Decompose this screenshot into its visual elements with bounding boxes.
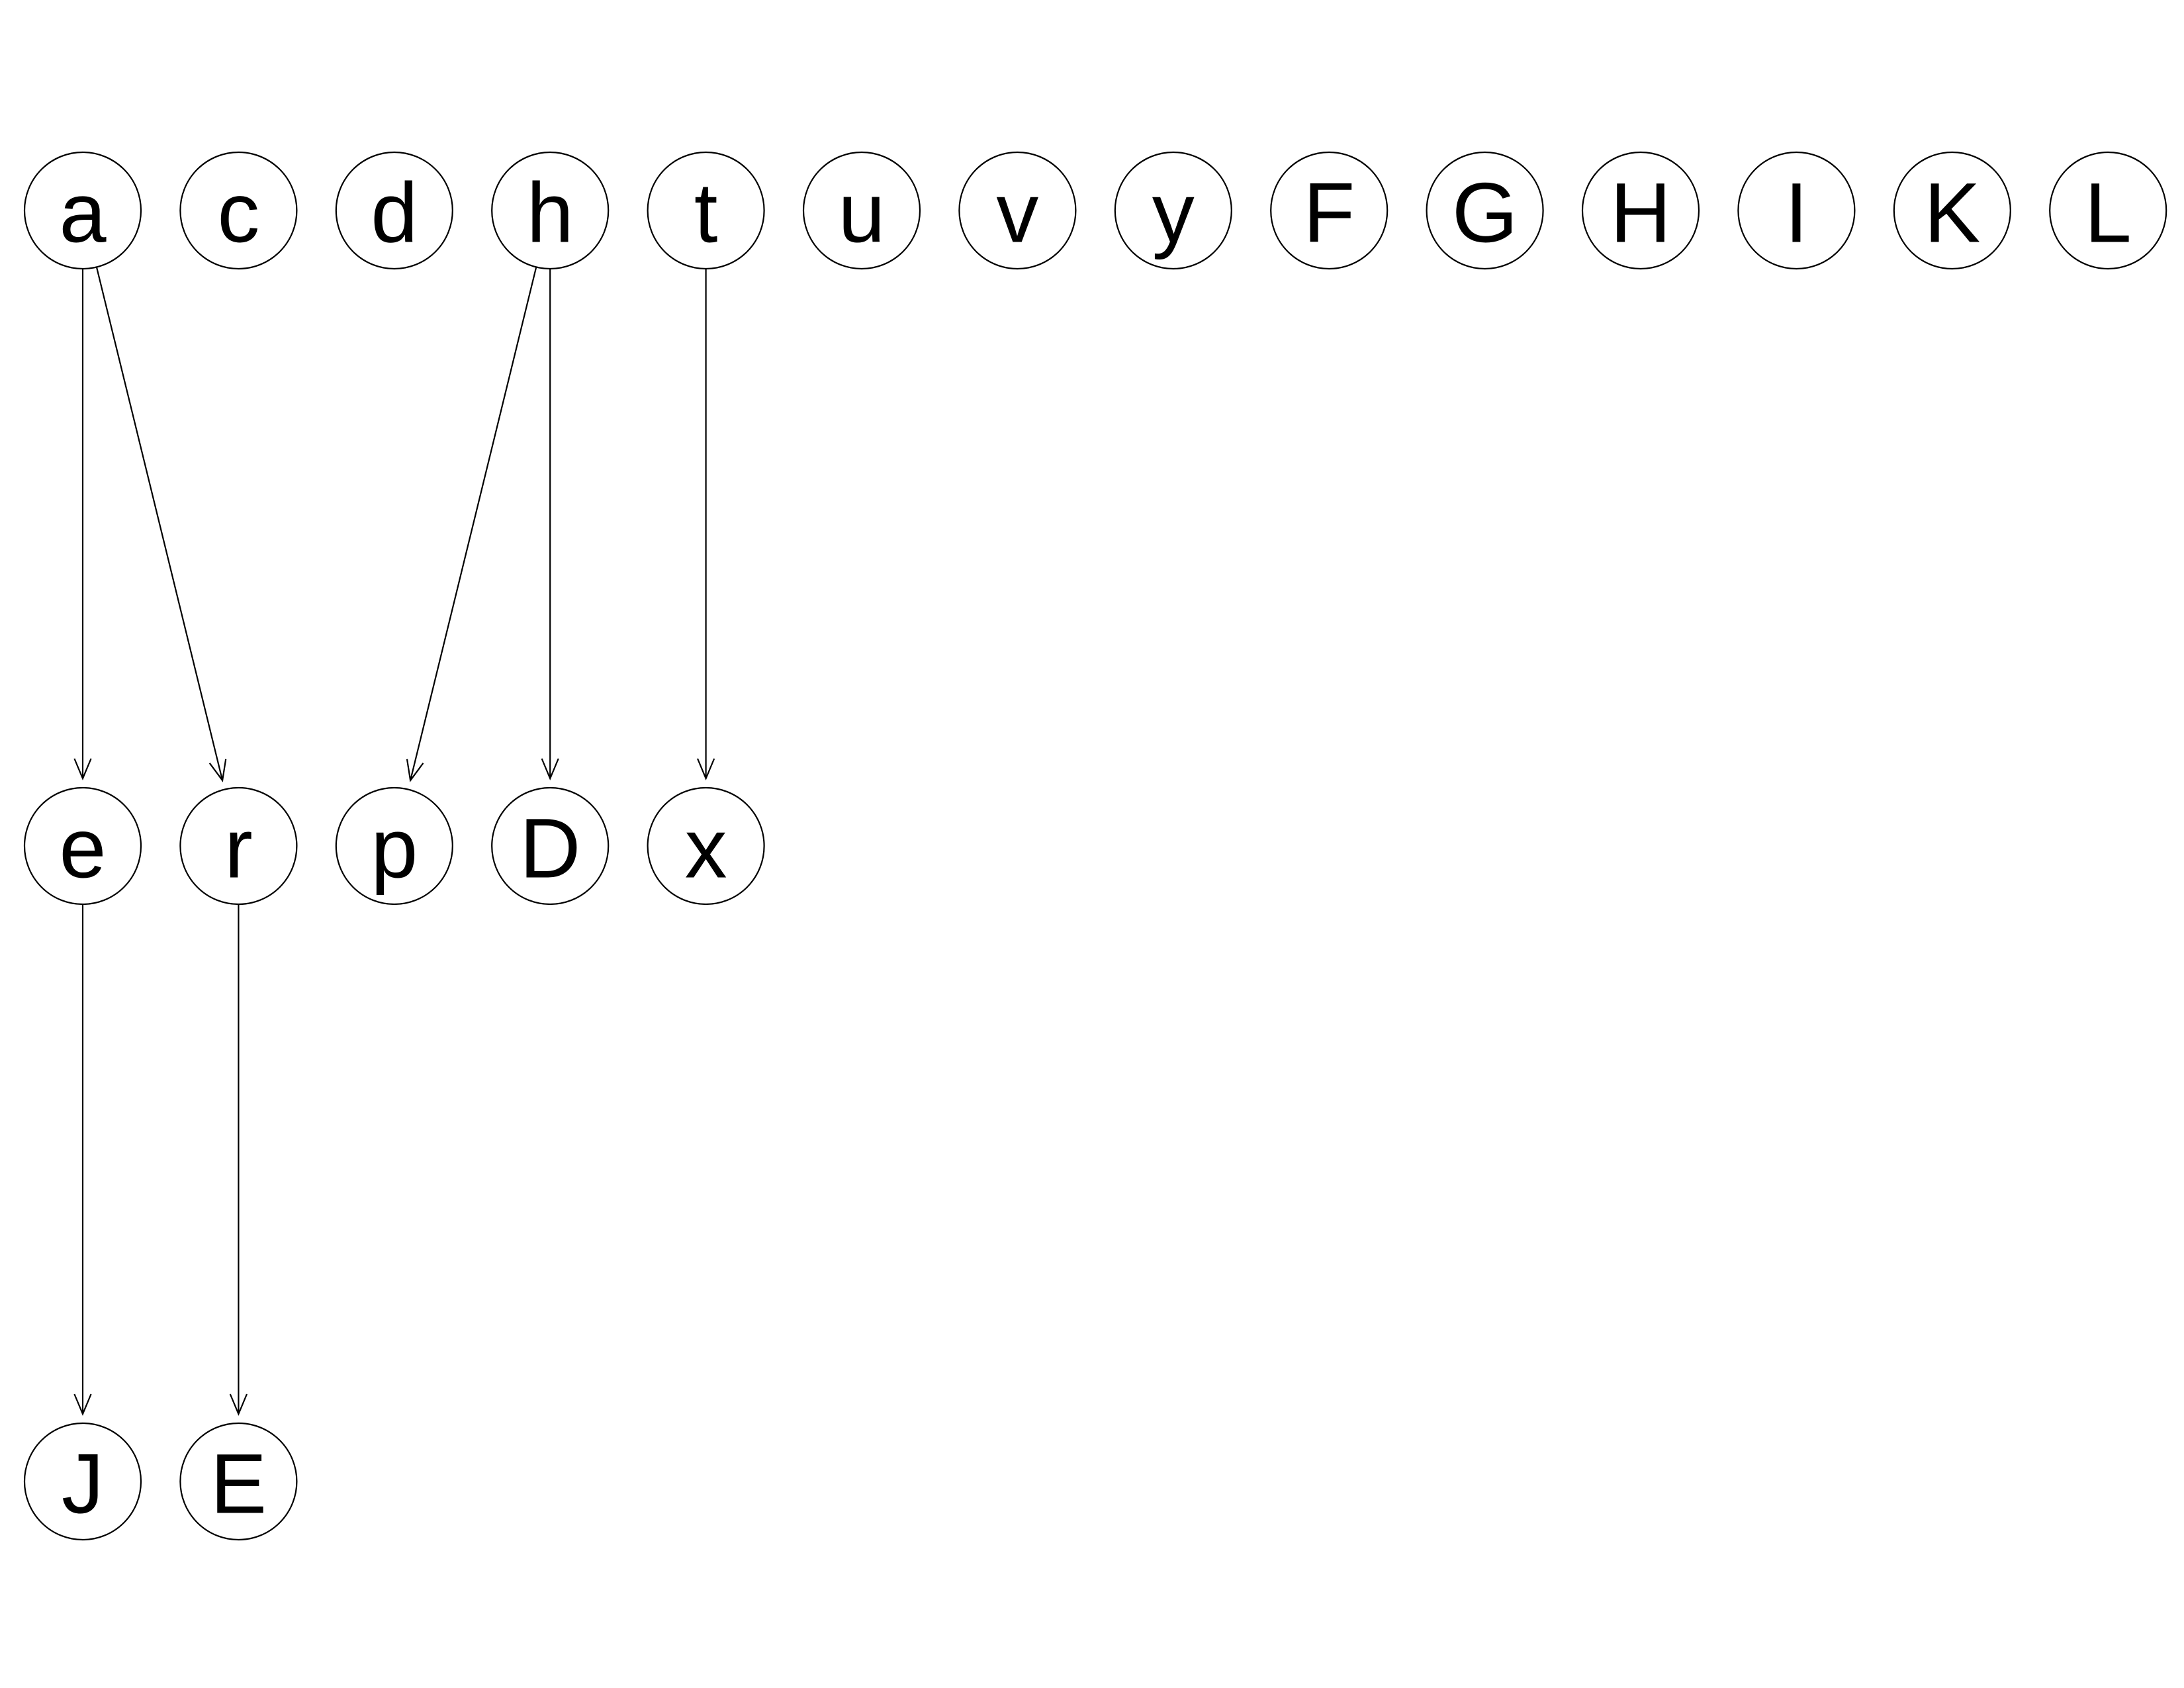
edge-r-E <box>229 904 248 1416</box>
node-circle <box>23 151 142 270</box>
node-circle <box>179 151 298 270</box>
edge-a-r <box>95 267 227 782</box>
node-label: u <box>838 166 885 261</box>
node-circle <box>1270 151 1388 270</box>
node-I: I <box>1737 151 1856 270</box>
node-t: t <box>647 151 765 270</box>
edge-h-D <box>541 269 559 780</box>
node-label: r <box>224 802 253 896</box>
node-label: L <box>2085 166 2132 261</box>
arrowhead <box>73 758 92 780</box>
node-label: y <box>1152 166 1195 261</box>
arrowhead <box>229 1393 248 1416</box>
node-K: K <box>1893 151 2011 270</box>
node-circle <box>2049 151 2167 270</box>
node-circle <box>1426 151 1544 270</box>
node-label: v <box>996 166 1038 261</box>
node-h: h <box>491 151 610 270</box>
node-G: G <box>1426 151 1544 270</box>
node-label: H <box>1610 166 1671 261</box>
node-y: y <box>1114 151 1232 270</box>
node-circle <box>179 786 298 906</box>
node-circle <box>1581 151 1700 270</box>
edge-h-p <box>406 267 537 782</box>
edge-line <box>410 267 537 781</box>
node-label: d <box>371 166 418 261</box>
node-circle <box>23 1422 142 1541</box>
node-p: p <box>335 786 453 906</box>
arrowhead <box>406 759 424 782</box>
node-label: J <box>62 1437 104 1532</box>
node-v: v <box>958 151 1077 270</box>
node-circle <box>491 151 610 270</box>
node-r: r <box>179 786 298 906</box>
node-label: E <box>210 1437 267 1532</box>
node-label: I <box>1785 166 1809 261</box>
node-label: a <box>59 166 107 261</box>
node-circle <box>647 151 765 270</box>
node-c: c <box>179 151 298 270</box>
node-e: e <box>23 786 142 906</box>
edges-layer <box>73 267 715 1416</box>
node-label: p <box>371 802 418 896</box>
node-a: a <box>23 151 142 270</box>
node-d: d <box>335 151 453 270</box>
node-L: L <box>2049 151 2167 270</box>
node-J: J <box>23 1422 142 1541</box>
node-x: x <box>647 786 765 906</box>
node-circle <box>179 1422 298 1541</box>
node-circle <box>802 151 921 270</box>
edge-t-x <box>696 269 715 780</box>
node-label: c <box>217 166 259 261</box>
node-label: G <box>1452 166 1518 261</box>
node-circle <box>335 151 453 270</box>
node-label: x <box>685 802 727 896</box>
arrowhead <box>541 758 559 780</box>
node-u: u <box>802 151 921 270</box>
arrowhead <box>696 758 715 780</box>
edge-e-J <box>73 904 92 1416</box>
edge-line <box>95 267 224 781</box>
node-label: F <box>1303 166 1355 261</box>
edge-a-e <box>73 269 92 780</box>
node-D: D <box>491 786 610 906</box>
arrowhead <box>73 1393 92 1416</box>
node-label: K <box>1924 166 1980 261</box>
node-H: H <box>1581 151 1700 270</box>
node-E: E <box>179 1422 298 1541</box>
node-circle <box>1893 151 2011 270</box>
node-circle <box>1114 151 1232 270</box>
node-circle <box>335 786 453 906</box>
node-F: F <box>1270 151 1388 270</box>
node-label: t <box>694 166 718 261</box>
node-label: h <box>527 166 574 261</box>
arrowhead <box>208 759 227 782</box>
node-circle <box>647 786 765 906</box>
node-circle <box>1737 151 1856 270</box>
node-label: e <box>59 802 106 896</box>
node-circle <box>491 786 610 906</box>
node-circle <box>958 151 1077 270</box>
node-label: D <box>520 802 580 896</box>
node-circle <box>23 786 142 906</box>
